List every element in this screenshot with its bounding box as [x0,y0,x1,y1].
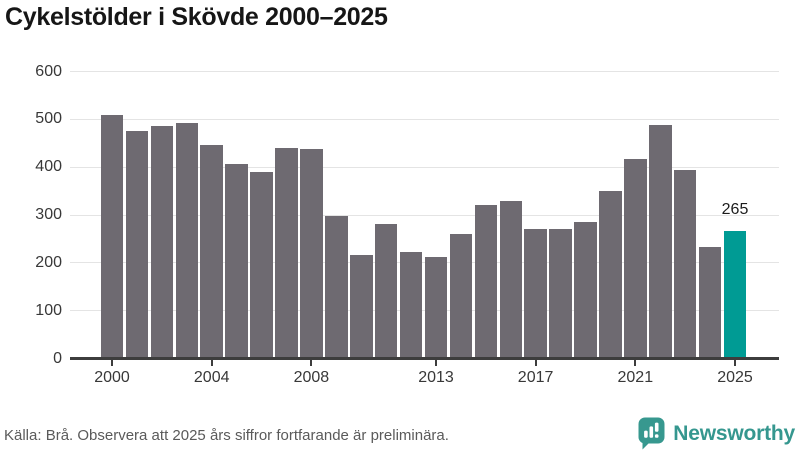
x-axis-tick [634,359,637,366]
bar-2012 [399,251,423,358]
bar-2000 [100,115,124,358]
x-axis-tick [210,359,213,366]
y-tick-label: 300 [35,206,62,223]
x-tick-label: 2004 [193,369,230,386]
bar-2005 [225,163,248,358]
bar-2017 [524,228,547,358]
bar-2021 [624,159,647,358]
y-tick-label: 600 [35,62,62,80]
bar-2022 [649,125,672,358]
x-tick-label: 2000 [94,369,130,386]
x-tick-label: 2025 [717,369,753,386]
x-tick-label: 2021 [617,369,654,386]
bar-2025 [723,231,747,358]
bar-2006 [250,172,273,358]
newsworthy-logo[interactable]: Newsworthy [638,417,795,450]
bar-2001 [125,130,149,358]
bar-2014 [449,234,473,358]
bar-2016 [499,201,522,358]
bar-2019 [574,221,597,358]
x-axis-line [70,356,779,360]
gridline [70,262,779,264]
bar-2010 [350,255,373,358]
newsworthy-bubble-chart-icon [638,417,666,450]
gridline [70,214,779,216]
brand-name: Newsworthy [673,421,795,445]
gridline [70,310,779,312]
bar-2013 [424,257,448,358]
y-tick-label: 0 [53,349,62,367]
x-axis-tick [734,359,736,366]
x-tick-label: 2008 [293,369,330,386]
bar-2009 [325,215,348,358]
bar-2024 [698,246,722,358]
bar-value-label: 265 [721,201,749,219]
bar-2011 [374,224,398,358]
x-axis-tick [534,359,537,366]
y-tick-label: 100 [35,301,62,319]
x-tick-label: 2017 [517,369,554,386]
gridline [70,71,779,72]
bar-2002 [150,125,174,358]
bar-2004 [200,145,223,358]
bar-2003 [175,123,198,358]
y-tick-label: 400 [35,158,62,176]
bar-2007 [275,147,298,358]
x-axis-tick [310,359,313,366]
bar-2023 [673,170,697,358]
y-tick-label: 500 [35,110,62,128]
bar-2008 [300,149,323,358]
chart-title: Cykelstölder i Skövde 2000–2025 [5,3,388,31]
y-tick-label: 200 [35,253,62,271]
x-axis-tick [111,359,113,366]
x-tick-label: 2013 [418,369,454,386]
gridline [70,118,779,120]
gridline [70,166,779,168]
bar-2018 [549,228,572,358]
source-note: Källa: Brå. Observera att 2025 års siffr… [4,427,449,444]
bar-2020 [599,190,622,358]
x-axis-tick [435,359,437,366]
bar-2015 [474,204,498,358]
